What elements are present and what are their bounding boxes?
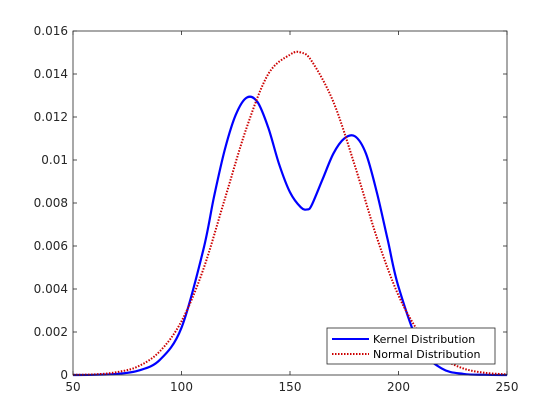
y-axis: 0 0.002 0.004 0.006 0.008 0.01 0.012 0.014 0.016 xyxy=(34,24,507,382)
legend-normal-label: Normal Distribution xyxy=(373,348,480,361)
y-tick-label: 0.014 xyxy=(34,67,68,81)
x-tick-label: 200 xyxy=(387,380,410,394)
y-tick-label: 0.012 xyxy=(34,110,68,124)
y-tick-label: 0.002 xyxy=(34,325,68,339)
x-tick-label: 250 xyxy=(496,380,519,394)
x-tick-label: 50 xyxy=(65,380,80,394)
y-tick-label: 0 xyxy=(60,368,68,382)
y-tick-label: 0.008 xyxy=(34,196,68,210)
legend: Kernel Distribution Normal Distribution xyxy=(326,327,496,365)
y-tick-label: 0.004 xyxy=(34,282,68,296)
x-axis: 50 100 150 200 250 xyxy=(65,31,518,394)
x-tick-label: 100 xyxy=(170,380,193,394)
y-tick-label: 0.016 xyxy=(34,24,68,38)
kernel-distribution-line xyxy=(72,95,508,377)
legend-box xyxy=(326,327,496,365)
plot-background xyxy=(73,31,507,375)
y-tick-label: 0.01 xyxy=(41,153,68,167)
x-tick-label: 150 xyxy=(279,380,302,394)
y-tick-label: 0.006 xyxy=(34,239,68,253)
legend-kernel-label: Kernel Distribution xyxy=(373,333,475,346)
